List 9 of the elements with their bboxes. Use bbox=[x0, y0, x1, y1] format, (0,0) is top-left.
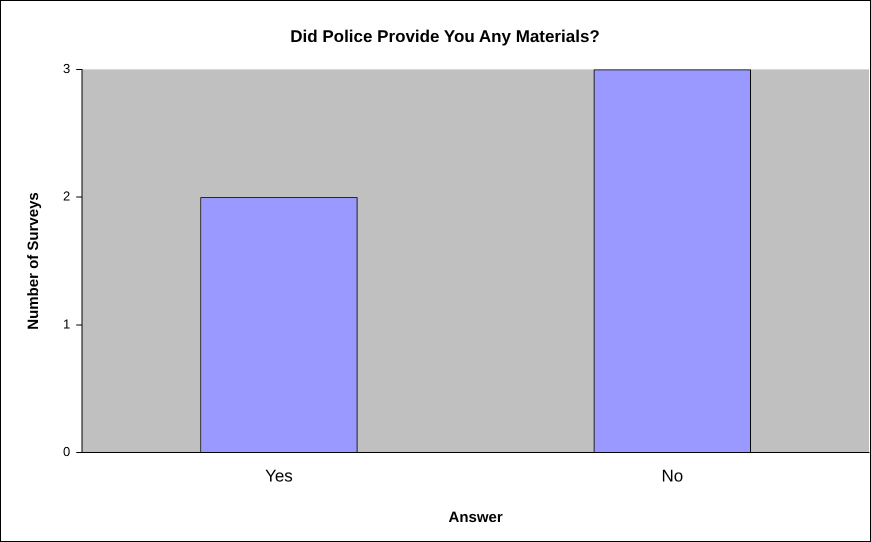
chart-title: Did Police Provide You Any Materials? bbox=[290, 26, 600, 46]
x-tick-label: Yes bbox=[265, 466, 293, 486]
x-axis-title: Answer bbox=[448, 509, 503, 526]
y-tick-label: 3 bbox=[62, 60, 70, 76]
y-tick-label: 1 bbox=[62, 316, 70, 332]
y-tick-label: 0 bbox=[62, 444, 70, 460]
y-axis-title: Number of Surveys bbox=[25, 192, 42, 330]
x-tick-label: No bbox=[661, 466, 684, 486]
y-tick-label: 2 bbox=[62, 188, 70, 204]
